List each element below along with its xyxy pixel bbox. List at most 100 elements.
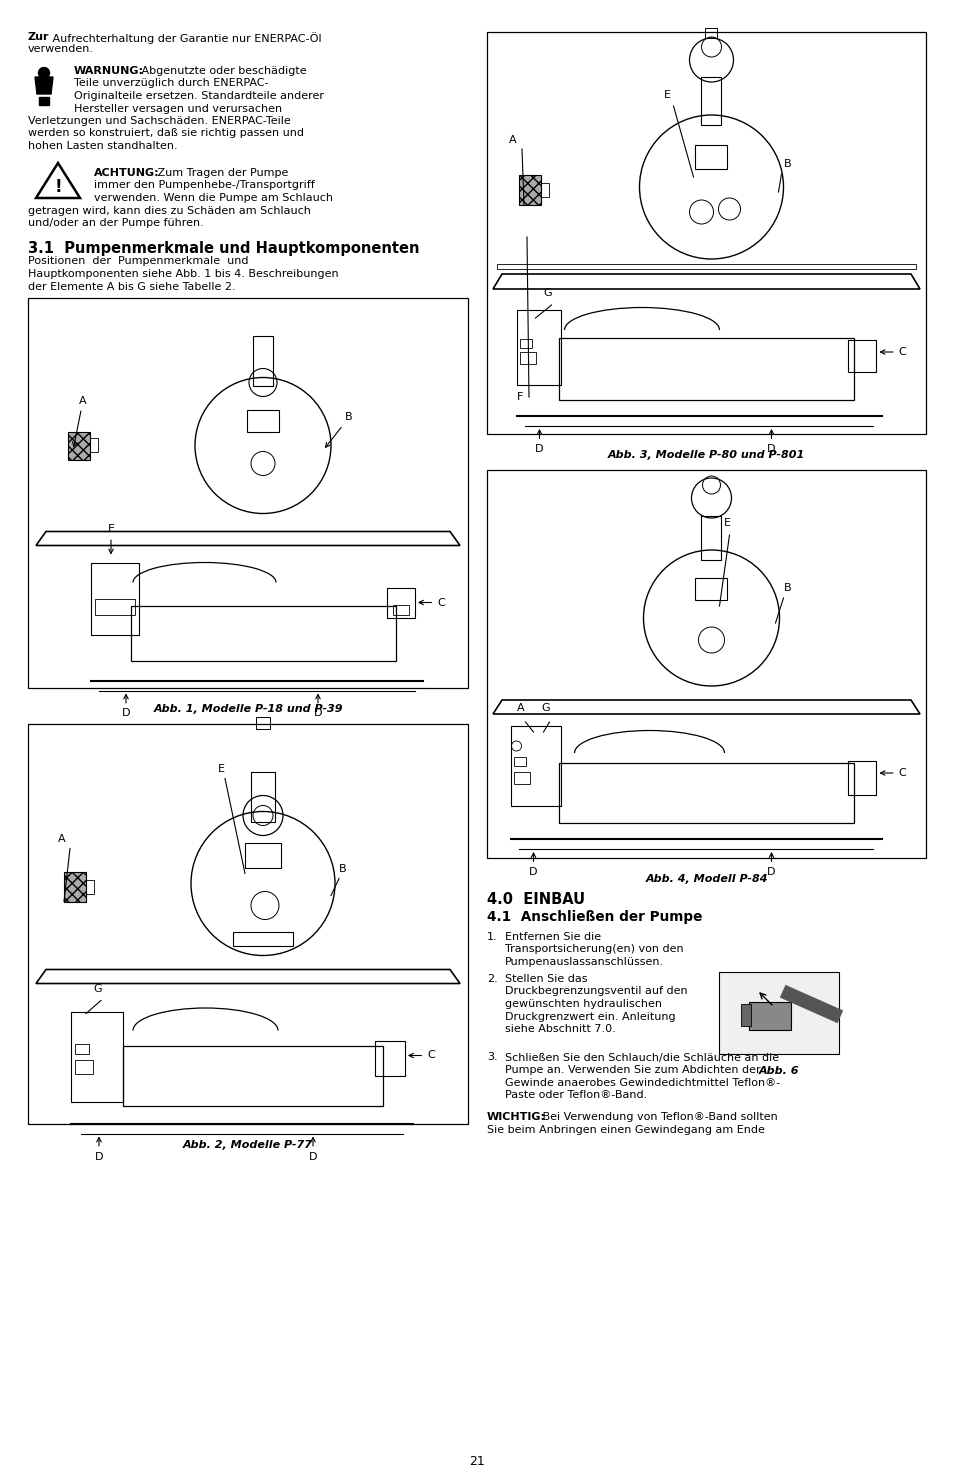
Text: E: E: [662, 90, 670, 100]
Text: verwenden. Wenn die Pumpe am Schlauch: verwenden. Wenn die Pumpe am Schlauch: [94, 193, 333, 204]
Text: Abb. 4, Modell P-84: Abb. 4, Modell P-84: [644, 875, 767, 884]
Text: siehe Abschnitt 7.0.: siehe Abschnitt 7.0.: [504, 1024, 615, 1034]
Text: Druckgrenzwert ein. Anleitung: Druckgrenzwert ein. Anleitung: [504, 1012, 675, 1022]
Text: E: E: [218, 764, 225, 773]
Text: D: D: [314, 695, 322, 718]
Text: Transportsicherung(en) von den: Transportsicherung(en) von den: [504, 944, 683, 954]
Bar: [558, 763, 854, 823]
Text: D: D: [94, 1137, 103, 1161]
Text: Entfernen Sie die: Entfernen Sie die: [504, 932, 600, 943]
Text: C: C: [880, 347, 905, 357]
Text: Zum Tragen der Pumpe: Zum Tragen der Pumpe: [153, 168, 288, 178]
Text: immer den Pumpenhebe-/Transportgriff: immer den Pumpenhebe-/Transportgriff: [94, 180, 314, 190]
Text: 1.: 1.: [486, 932, 497, 943]
Text: !: !: [54, 178, 62, 196]
Bar: [700, 77, 720, 125]
Text: A: A: [58, 833, 66, 844]
Bar: [247, 410, 278, 432]
Text: Gewinde anaerobes Gewindedichtmittel Teflon®-: Gewinde anaerobes Gewindedichtmittel Tef…: [504, 1078, 780, 1087]
Text: Sie beim Anbringen einen Gewindegang am Ende: Sie beim Anbringen einen Gewindegang am …: [486, 1125, 764, 1134]
Text: Druckbegrenzungsventil auf den: Druckbegrenzungsventil auf den: [504, 987, 687, 997]
Text: Verletzungen und Sachschäden. ENERPAC-Teile: Verletzungen und Sachschäden. ENERPAC-Te…: [28, 117, 291, 125]
Bar: [514, 757, 526, 766]
Bar: [511, 726, 561, 805]
Bar: [847, 761, 876, 795]
Bar: [847, 341, 876, 372]
Bar: [497, 264, 915, 268]
Bar: [68, 432, 90, 460]
Bar: [719, 972, 838, 1055]
Bar: [520, 353, 536, 364]
Text: Abb. 1, Modelle P-18 und P-39: Abb. 1, Modelle P-18 und P-39: [153, 704, 342, 714]
Text: Abb. 2, Modelle P-77: Abb. 2, Modelle P-77: [183, 1140, 313, 1149]
Bar: [39, 97, 49, 105]
Bar: [245, 842, 281, 867]
Text: C: C: [880, 768, 905, 777]
Text: C: C: [409, 1050, 435, 1061]
Text: G: G: [541, 704, 550, 712]
Bar: [123, 1046, 382, 1105]
Text: Zur: Zur: [28, 32, 50, 41]
Text: 2.: 2.: [486, 974, 497, 984]
Bar: [486, 32, 925, 434]
Text: Stellen Sie das: Stellen Sie das: [504, 974, 587, 984]
Bar: [131, 606, 395, 661]
Bar: [64, 872, 86, 901]
Bar: [748, 1002, 790, 1030]
Bar: [375, 1040, 405, 1075]
Text: B: B: [338, 863, 346, 873]
Text: gewünschten hydraulischen: gewünschten hydraulischen: [504, 999, 661, 1009]
Bar: [540, 183, 548, 198]
Bar: [387, 587, 415, 618]
Text: Originalteile ersetzen. Standardteile anderer: Originalteile ersetzen. Standardteile an…: [74, 91, 324, 100]
Text: B: B: [782, 583, 790, 593]
Bar: [514, 771, 530, 785]
Text: ACHTUNG:: ACHTUNG:: [94, 168, 159, 178]
Text: der Elemente A bis G siehe Tabelle 2.: der Elemente A bis G siehe Tabelle 2.: [28, 282, 235, 292]
Bar: [695, 145, 727, 170]
Text: Hersteller versagen und verursachen: Hersteller versagen und verursachen: [74, 103, 282, 114]
Text: 21: 21: [469, 1454, 484, 1468]
Text: A: A: [72, 395, 87, 447]
Text: G: G: [543, 288, 552, 298]
Bar: [558, 338, 854, 400]
Text: D: D: [122, 695, 131, 718]
Text: Paste oder Teflon®-Band.: Paste oder Teflon®-Band.: [504, 1090, 646, 1100]
Bar: [28, 298, 468, 687]
Text: B: B: [782, 159, 790, 170]
Text: Schließen Sie den Schlauch/die Schläuche an die: Schließen Sie den Schlauch/die Schläuche…: [504, 1053, 779, 1062]
Text: Abb. 3, Modelle P-80 und P-801: Abb. 3, Modelle P-80 und P-801: [607, 450, 804, 460]
Text: A: A: [509, 136, 517, 145]
Bar: [517, 310, 561, 385]
Bar: [251, 771, 274, 822]
Text: B: B: [325, 413, 353, 447]
Text: WICHTIG:: WICHTIG:: [486, 1112, 545, 1122]
Text: A: A: [516, 704, 523, 712]
Bar: [740, 1004, 750, 1027]
Text: D: D: [529, 853, 537, 878]
Text: hohen Lasten standhalten.: hohen Lasten standhalten.: [28, 142, 177, 150]
Text: E: E: [722, 518, 730, 528]
Text: 3.: 3.: [486, 1053, 497, 1062]
Bar: [695, 578, 727, 600]
Text: Hauptkomponenten siehe Abb. 1 bis 4. Beschreibungen: Hauptkomponenten siehe Abb. 1 bis 4. Bes…: [28, 268, 338, 279]
Text: G: G: [92, 984, 102, 994]
Text: und/oder an der Pumpe führen.: und/oder an der Pumpe führen.: [28, 218, 204, 229]
Text: Bei Verwendung von Teflon®-Band sollten: Bei Verwendung von Teflon®-Band sollten: [538, 1112, 777, 1122]
Bar: [253, 335, 273, 385]
Bar: [705, 28, 717, 38]
Text: getragen wird, kann dies zu Schäden am Schlauch: getragen wird, kann dies zu Schäden am S…: [28, 205, 311, 215]
Text: verwenden.: verwenden.: [28, 44, 94, 55]
Text: C: C: [418, 597, 444, 608]
Text: Aufrechterhaltung der Garantie nur ENERPAC-Öl: Aufrechterhaltung der Garantie nur ENERP…: [49, 32, 321, 44]
Bar: [518, 176, 540, 205]
Text: F: F: [517, 392, 523, 403]
Text: D: D: [766, 853, 775, 878]
Text: E: E: [108, 525, 114, 553]
Text: WARNUNG:: WARNUNG:: [74, 66, 144, 77]
Bar: [95, 599, 135, 615]
Text: Positionen  der  Pumpenmerkmale  und: Positionen der Pumpenmerkmale und: [28, 257, 248, 267]
Circle shape: [38, 68, 50, 78]
Bar: [75, 1059, 92, 1074]
Text: Abgenutzte oder beschädigte: Abgenutzte oder beschädigte: [138, 66, 306, 77]
